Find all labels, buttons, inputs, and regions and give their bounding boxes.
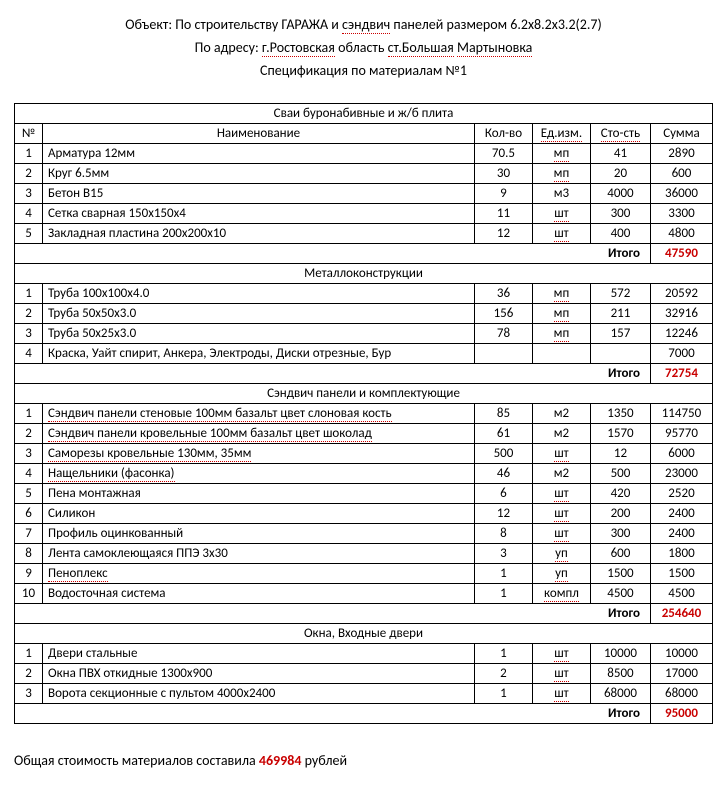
section-title: Металлоконструкции: [15, 264, 713, 284]
table-row: 1Двери стальные1шт1000010000: [15, 644, 713, 664]
table-row: 3Ворота секционные с пультом 4000х24001ш…: [15, 684, 713, 704]
table-row: 2Труба 50х50х3.0156мп21132916: [15, 304, 713, 324]
table-row: 7Профиль оцинкованный8шт3002400: [15, 524, 713, 544]
table-row: 6Силикон12шт2002400: [15, 504, 713, 524]
grand-total: Общая стоимость материалов составила 469…: [14, 752, 713, 769]
section-title: Сэндвич панели и комплектующие: [15, 384, 713, 404]
table-row: 5Пена монтажная6шт4202520: [15, 484, 713, 504]
spec-table: Сваи буронабивные и ж/б плита№Наименован…: [14, 103, 713, 724]
table-row: 4Краска, Уайт спирит, Анкера, Электроды,…: [15, 344, 713, 364]
table-row: 8Лента самоклеющаяся ППЭ 3х303уп6001800: [15, 544, 713, 564]
section-total: Итого72754: [15, 364, 713, 384]
table-row: 3Труба 50х25х3.078мп15712246: [15, 324, 713, 344]
section-title: Окна, Входные двери: [15, 624, 713, 644]
header-object: Объект: По строительству ГАРАЖА и сэндви…: [14, 16, 713, 33]
section-total: Итого254640: [15, 604, 713, 624]
table-row: 3Саморезы кровельные 130мм, 35мм500шт126…: [15, 444, 713, 464]
table-row: 9Пеноплекс1уп15001500: [15, 564, 713, 584]
table-row: 5Закладная пластина 200х200х1012шт400480…: [15, 224, 713, 244]
table-row: 1Арматура 12мм70.5мп412890: [15, 144, 713, 164]
table-row: 4Сетка сварная 150х150х411шт3003300: [15, 204, 713, 224]
table-row: 2Круг 6.5мм30мп20600: [15, 164, 713, 184]
table-header: №НаименованиеКол-воЕд.изм.Сто-стьСумма: [15, 124, 713, 144]
table-row: 4Нащельники (фасонка)46м250023000: [15, 464, 713, 484]
section-total: Итого95000: [15, 704, 713, 724]
table-row: 1Сэндвич панели стеновые 100мм базальт ц…: [15, 404, 713, 424]
table-row: 2Окна ПВХ откидные 1300х9002шт850017000: [15, 664, 713, 684]
section-total: Итого47590: [15, 244, 713, 264]
table-row: 2Сэндвич панели кровельные 100мм базальт…: [15, 424, 713, 444]
table-row: 10Водосточная система1компл45004500: [15, 584, 713, 604]
section-title: Сваи буронабивные и ж/б плита: [15, 104, 713, 124]
table-row: 3Бетон В159м3400036000: [15, 184, 713, 204]
table-row: 1Труба 100х100х4.036мп57220592: [15, 284, 713, 304]
header-address: По адресу: г.Ростовская область ст.Больш…: [14, 39, 713, 56]
header-spec: Спецификация по материалам №1: [14, 62, 713, 79]
